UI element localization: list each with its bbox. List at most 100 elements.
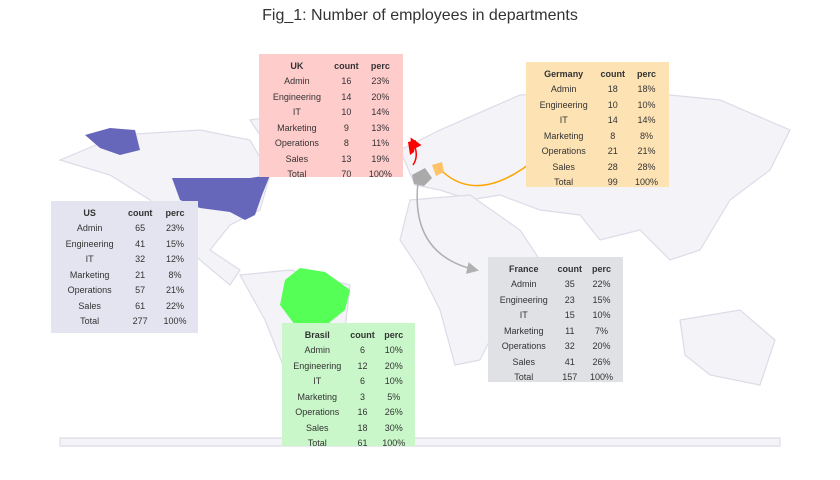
department-cell: Engineering [65,238,114,249]
table-row: Operations 16 26% [288,405,409,421]
table-row: Admin 16 23% [265,74,397,90]
perc-cell: 15% [166,238,185,249]
count-cell: 57 [135,285,146,296]
table-row: IT 14 14% [532,113,663,129]
table-row: Engineering 12 20% [288,358,409,374]
table-row: Sales 61 22% [57,298,192,314]
column-header: count [127,207,153,218]
department-cell: Admin [550,84,577,95]
table-row: Sales 28 28% [532,159,663,175]
count-cell: 18 [607,84,618,95]
perc-cell: 10% [384,376,403,387]
perc-cell: 8% [640,130,654,141]
country-us-alaska [85,128,140,155]
table-row: Admin 18 18% [532,82,663,98]
perc-cell: 10% [592,310,611,321]
header-row: US count perc [57,205,192,221]
department-cell: Marketing [543,130,584,141]
column-header: UK [290,60,304,71]
count-cell: 70 [341,169,352,180]
column-header: perc [592,263,612,274]
perc-cell: 10% [637,99,656,110]
count-cell: 15 [564,310,575,321]
perc-cell: 22% [592,279,611,290]
department-cell: Total [80,316,100,327]
perc-cell: 26% [592,356,611,367]
perc-cell: 26% [384,407,403,418]
perc-cell: 23% [371,76,390,87]
department-cell: IT [85,254,94,265]
count-cell: 8 [610,130,616,141]
perc-cell: 23% [166,223,185,234]
country-germany [432,162,444,176]
department-cell: Operations [274,138,319,149]
table-row: IT 6 10% [288,374,409,390]
count-cell: 32 [135,254,146,265]
table-brasil: Brasil count perc Admin 6 10% Engineering 12 20%… [282,323,415,448]
table-france: France count perc Admin 35 22% Engineering 23 15… [488,257,623,382]
count-cell: 61 [135,300,146,311]
count-cell: 13 [341,153,352,164]
perc-cell: 7% [595,325,609,336]
table-row: Sales 41 26% [494,354,617,370]
column-header: Brasil [304,329,330,340]
department-cell: Operations [541,146,586,157]
perc-cell: 12% [166,254,185,265]
department-cell: Operations [501,341,546,352]
department-cell: Sales [306,422,329,433]
perc-cell: 18% [637,84,656,95]
table-row: IT 10 14% [265,105,397,121]
column-header: count [350,329,375,340]
data-table: France count perc Admin 35 22% Engineering 23 15… [494,261,617,385]
count-cell: 11 [565,325,575,336]
table-germany: Germany count perc Admin 18 18% Engineering 10 1… [526,62,669,187]
count-cell: 65 [135,223,146,234]
table-row: Marketing 3 5% [288,389,409,405]
count-cell: 23 [564,294,575,305]
perc-cell: 8% [168,269,182,280]
column-header: perc [637,68,657,79]
perc-cell: 5% [387,391,401,402]
department-cell: IT [292,107,301,118]
count-cell: 28 [607,161,618,172]
column-header: perc [165,207,185,218]
count-cell: 32 [564,341,575,352]
table-row: Total 277 100% [57,314,192,330]
table-row: Marketing 8 8% [532,128,663,144]
department-cell: Sales [552,161,575,172]
department-cell: Marketing [503,325,544,336]
perc-cell: 21% [166,285,185,296]
table-row: IT 15 10% [494,308,617,324]
table-row: Marketing 21 8% [57,267,192,283]
department-cell: Engineering [539,99,588,110]
table-row: Operations 57 21% [57,283,192,299]
count-cell: 99 [607,177,618,188]
perc-cell: 21% [637,146,656,157]
table-row: Operations 32 20% [494,339,617,355]
perc-cell: 14% [637,115,656,126]
department-cell: Total [287,169,307,180]
perc-cell: 20% [384,360,403,371]
perc-cell: 11% [371,138,390,149]
header-row: UK count perc [265,58,397,74]
perc-cell: 19% [371,153,390,164]
department-cell: Total [514,372,534,383]
table-row: Admin 6 10% [288,343,409,359]
count-cell: 21 [607,146,618,157]
perc-cell: 100% [382,438,406,449]
department-cell: Admin [510,279,537,290]
data-table: US count perc Admin 65 23% Engineering 41 15% IT 3… [57,205,192,329]
perc-cell: 30% [384,422,403,433]
department-cell: Engineering [293,360,342,371]
department-cell: Marketing [297,391,338,402]
department-cell: IT [313,376,322,387]
department-cell: Total [307,438,327,449]
count-cell: 61 [357,438,368,449]
perc-cell: 100% [368,169,392,180]
germany-arrow [442,156,540,187]
department-cell: Engineering [499,294,548,305]
department-cell: Sales [78,300,101,311]
table-row: Marketing 9 13% [265,120,397,136]
department-cell: Admin [284,76,310,87]
data-table: Brasil count perc Admin 6 10% Engineering 12 20%… [288,327,409,451]
